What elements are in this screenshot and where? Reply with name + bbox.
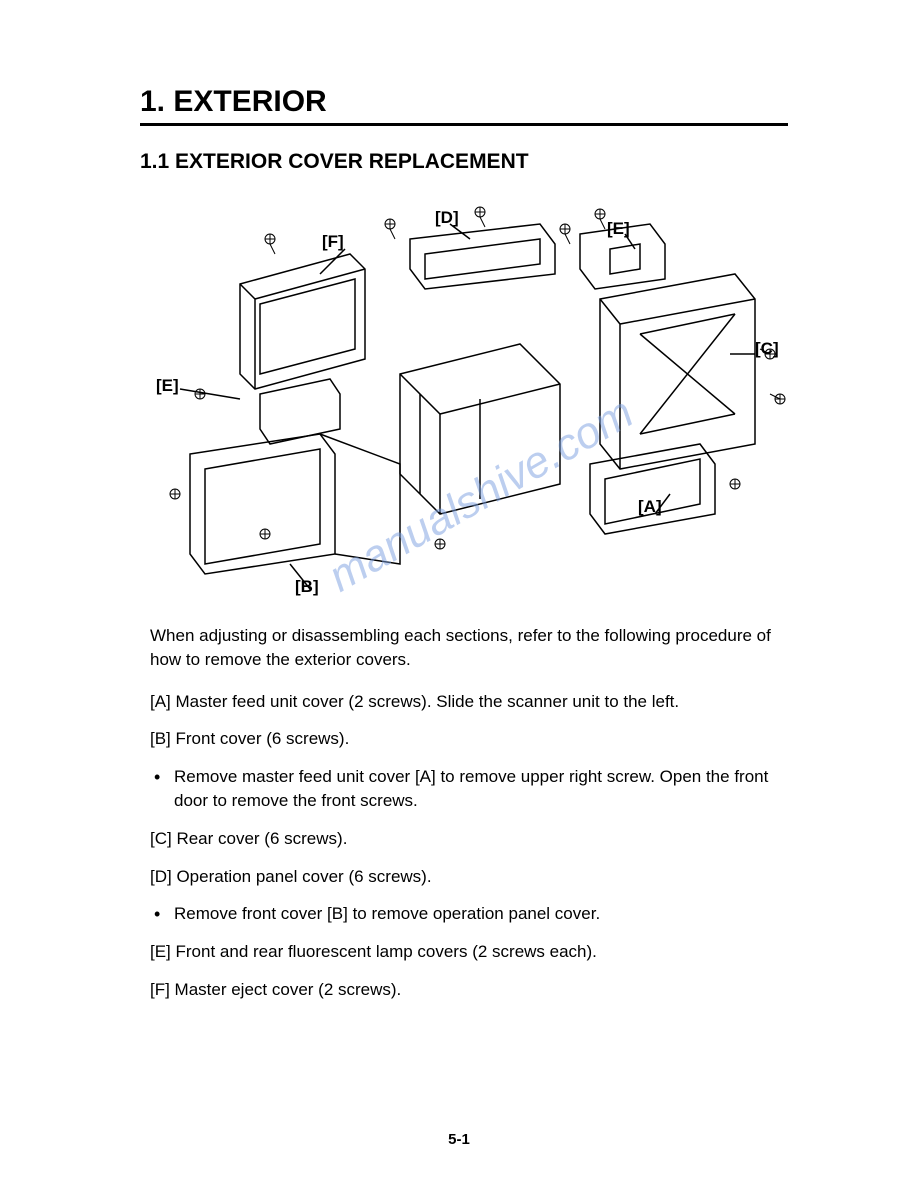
diagram-label-e-left: [E] [156,376,179,396]
step-f: [F] Master eject cover (2 screws). [140,978,788,1002]
diagram-label-b: [B] [295,577,319,597]
page-number: 5-1 [448,1131,470,1148]
step-c: [C] Rear cover (6 screws). [140,827,788,851]
diagram-label-c: [C] [755,339,779,359]
step-a: [A] Master feed unit cover (2 screws). S… [140,690,788,714]
subsection-heading: 1.1 EXTERIOR COVER REPLACEMENT [140,150,788,174]
diagram-drawing [140,194,788,604]
diagram-label-e-top: [E] [607,219,630,239]
diagram-label-a: [A] [638,497,662,517]
intro-paragraph: When adjusting or disassembling each sec… [140,624,788,672]
step-b-note: Remove master feed unit cover [A] to rem… [140,765,788,813]
step-d: [D] Operation panel cover (6 screws). [140,865,788,889]
step-d-note: Remove front cover [B] to remove operati… [140,902,788,926]
section-heading: 1. EXTERIOR [140,85,788,126]
step-e: [E] Front and rear fluorescent lamp cove… [140,940,788,964]
diagram-label-d: [D] [435,208,459,228]
exploded-diagram: [D] [F] [E] [C] [E] [A] [B] [140,194,788,604]
diagram-label-f: [F] [322,232,344,252]
step-b: [B] Front cover (6 screws). [140,727,788,751]
